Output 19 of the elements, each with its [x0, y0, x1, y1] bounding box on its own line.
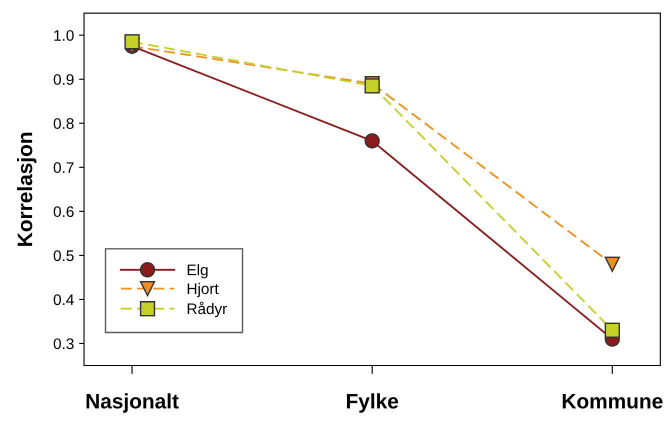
x-tick-label: Kommune	[562, 394, 663, 409]
legend-label: Hjort	[188, 282, 219, 298]
y-tick-label: 0.5	[54, 250, 74, 262]
legend-label: Elg	[188, 264, 208, 278]
x-tick-label: Nasjonalt	[86, 393, 179, 413]
x-tick-label: Fylke	[346, 393, 398, 413]
y-axis-title: Korrelasjon	[16, 132, 36, 246]
y-tick-label: 0.4	[54, 294, 74, 306]
point	[604, 256, 620, 272]
legend-label: Rådyr	[188, 302, 227, 318]
point	[364, 133, 380, 149]
point	[604, 322, 620, 338]
y-tick-label: 0.7	[54, 162, 74, 174]
y-tick-label: 0.9	[54, 74, 74, 85]
y-tick-label: 0.3	[54, 338, 74, 350]
point	[124, 34, 140, 50]
y-tick-label: 0.6	[54, 206, 74, 218]
y-tick-label: 0.8	[54, 118, 74, 129]
y-tick-label: 1.0	[54, 30, 74, 41]
